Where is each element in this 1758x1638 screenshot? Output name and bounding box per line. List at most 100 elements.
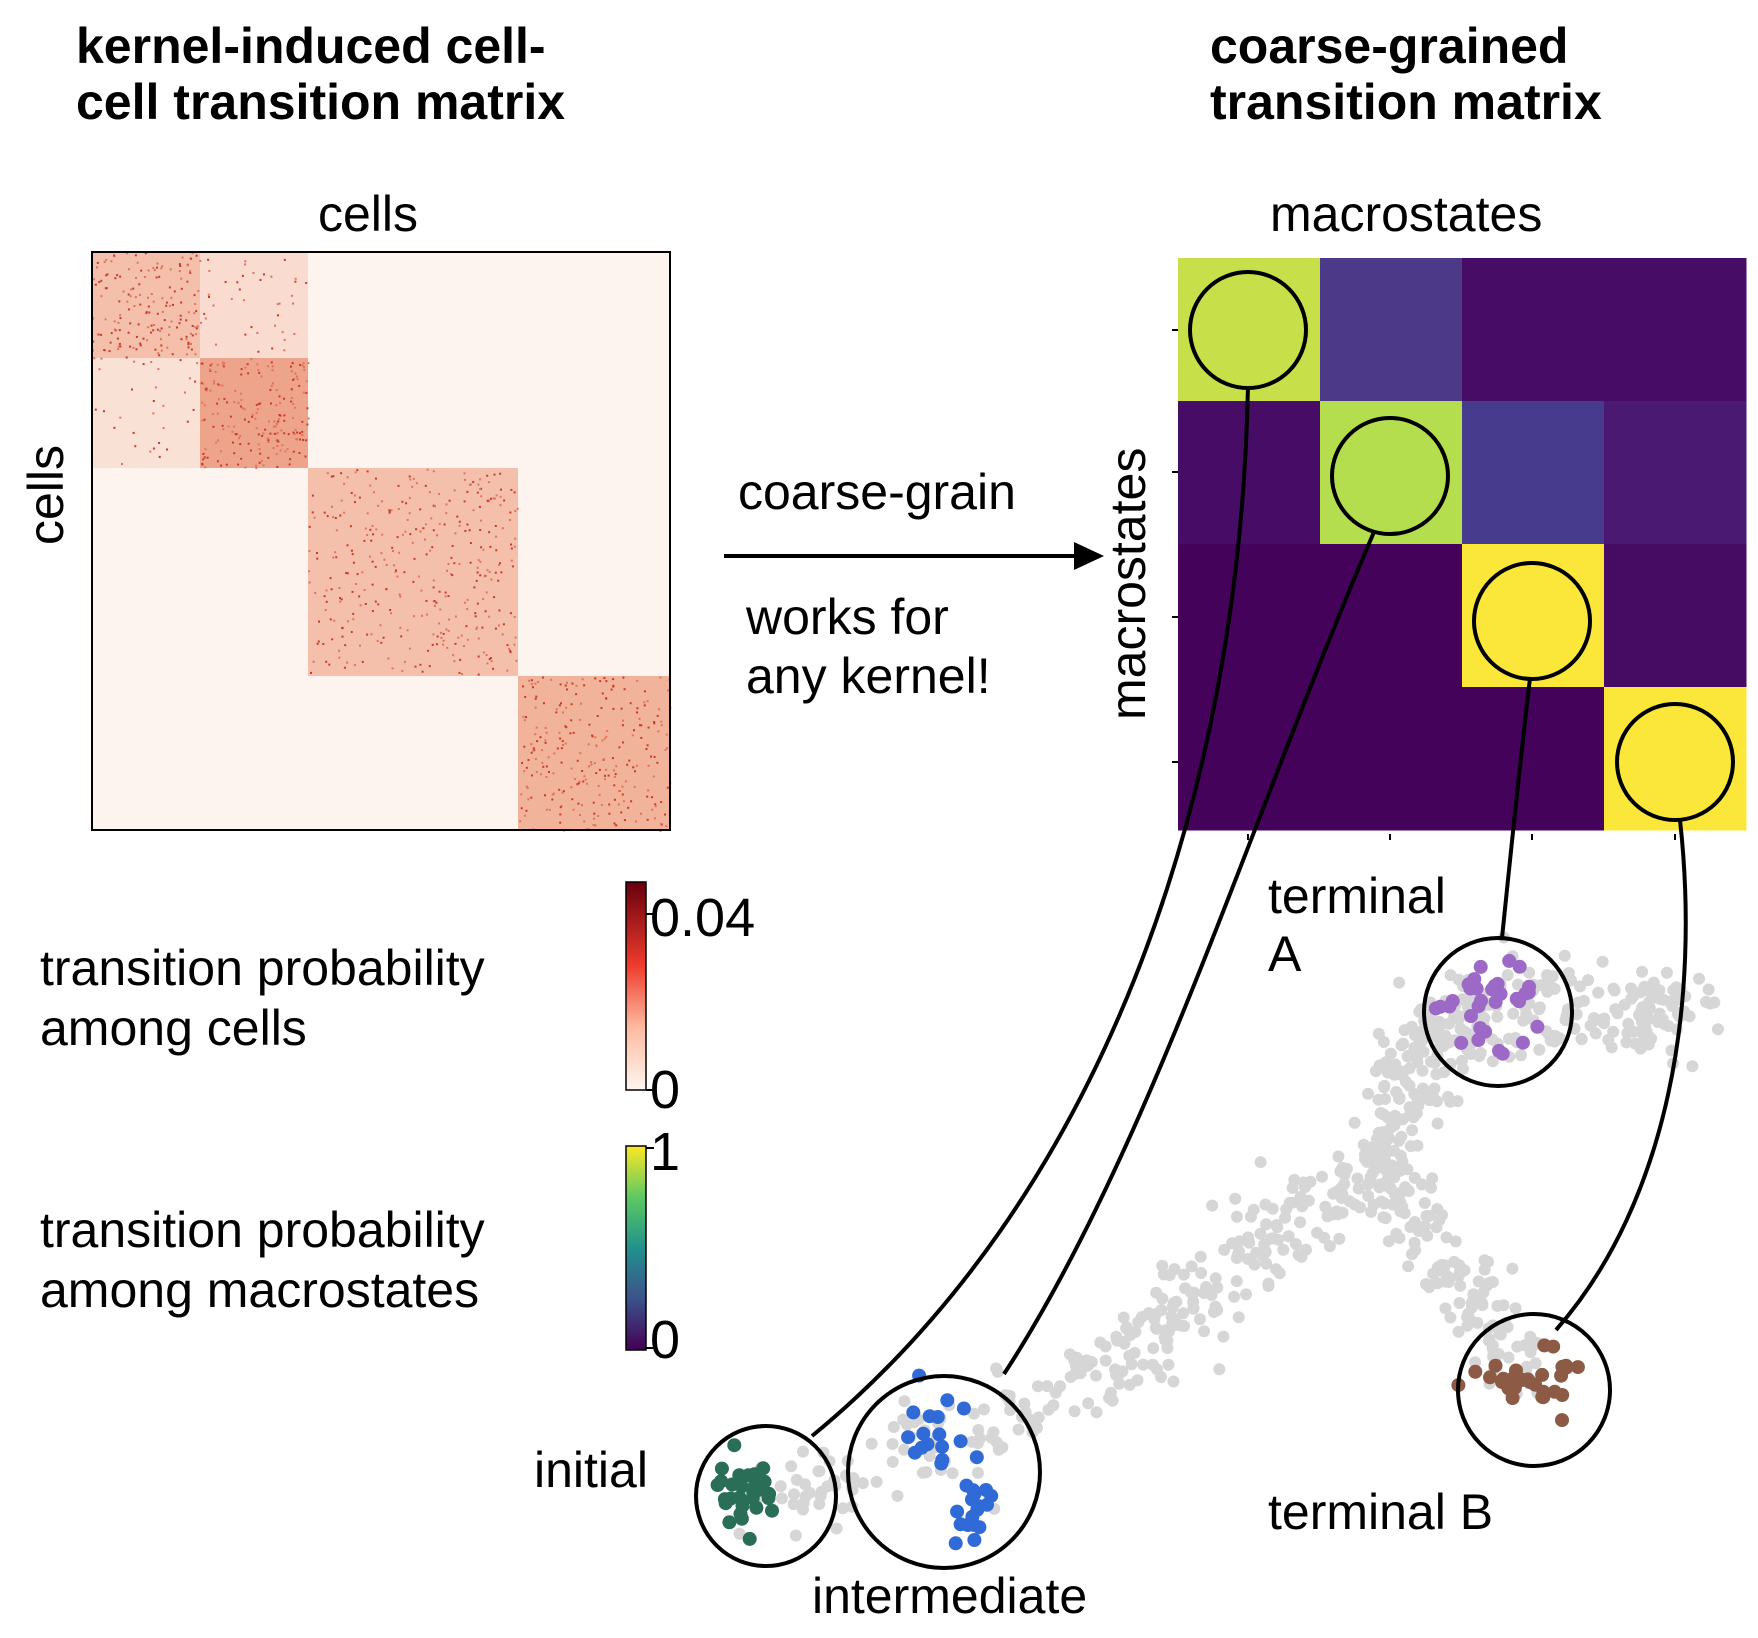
cell-matrix-speckle (339, 514, 342, 517)
cell-matrix-speckle (564, 684, 567, 687)
cell-matrix-speckle (419, 530, 422, 533)
cell-matrix-speckle (307, 362, 310, 365)
embedding-cell-point (1712, 1023, 1724, 1036)
cell-matrix-speckle (170, 320, 173, 323)
embedding-cell-point (1063, 1348, 1076, 1361)
cell-matrix-speckle (605, 735, 608, 738)
cell-matrix-speckle (104, 318, 107, 321)
cell-matrix-speckle (209, 364, 212, 367)
cell-matrix-speckle (499, 504, 502, 507)
cell-matrix-speckle (425, 599, 428, 602)
cell-matrix-speckle (475, 579, 478, 582)
cell-matrix-speckle (313, 516, 316, 519)
embedding-cell-point (1574, 980, 1587, 993)
cell-matrix-speckle (436, 643, 438, 646)
cell-matrix-speckle (370, 539, 373, 542)
embedding-cell-point (1365, 1141, 1378, 1154)
cell-matrix-speckle (165, 301, 168, 304)
embedding-cell-point (1362, 1178, 1374, 1191)
cell-matrix-speckle (338, 587, 341, 589)
cell-matrix-speckle (509, 511, 512, 514)
embedding-cell-point (1700, 995, 1712, 1008)
cell-matrix-speckle (290, 396, 293, 399)
macro-colorbar-max: 1 (650, 1122, 681, 1182)
cell-matrix-speckle (239, 392, 242, 395)
cell-matrix-speckle (492, 497, 495, 500)
cell-matrix-speckle (222, 364, 225, 367)
cell-matrix-speckle (219, 450, 222, 453)
embedding-cell-point (1150, 1363, 1163, 1376)
embedding-cell-point (1515, 1049, 1527, 1062)
cell-matrix-speckle (346, 572, 349, 575)
cell-matrix-speckle (272, 425, 275, 428)
cell-matrix-speckle (659, 676, 662, 679)
cell-matrix-speckle (581, 770, 584, 772)
embedding-cell-point (920, 1466, 933, 1479)
cell-matrix-speckle (558, 731, 561, 734)
cell-matrix-speckle (596, 715, 599, 717)
embedding-cell-point (1135, 1311, 1148, 1324)
cell-matrix-speckle (559, 806, 562, 809)
cell-matrix-speckle (530, 743, 533, 746)
embedding-cell-point (1449, 1235, 1462, 1248)
cell-matrix-speckle (358, 496, 361, 499)
cell-matrix-speckle (305, 380, 308, 383)
cell-matrix-speckle (98, 281, 101, 283)
cell-matrix-speckle (266, 437, 269, 440)
cell-colorbar-max: 0.04 (650, 888, 756, 948)
cell-matrix-speckle (486, 474, 489, 477)
cell-matrix-speckle (261, 434, 264, 437)
cell-matrix-speckle (150, 293, 153, 295)
cell-matrix-speckle (203, 312, 206, 315)
embedding-cell-point (1230, 1210, 1243, 1223)
embedding-cell-point (870, 1475, 883, 1488)
cell-matrix-speckle (485, 591, 488, 594)
cell-matrix-speckle (535, 695, 538, 698)
cell-matrix-speckle (499, 495, 502, 498)
cell-matrix-speckle (217, 439, 220, 442)
embedding-cell-point (1267, 1232, 1280, 1245)
cell-matrix-speckle (276, 465, 279, 468)
terminal-b-cell-point (1535, 1367, 1550, 1382)
intermediate-cell-point (960, 1518, 975, 1532)
terminal-b-cell-point (1488, 1358, 1503, 1373)
cell-matrix-top-axis-label: cells (318, 186, 419, 242)
cell-matrix-speckle (354, 501, 356, 504)
cell-matrix-speckle (288, 463, 291, 466)
cell-matrix-speckle (222, 428, 225, 431)
cell-matrix-speckle (617, 803, 620, 806)
cell-matrix-speckle (458, 671, 461, 674)
embedding-cell-point (886, 1438, 899, 1450)
embedding-cell-point (1262, 1277, 1275, 1290)
cell-matrix-speckle (459, 658, 462, 661)
cell-matrix-speckle (274, 324, 276, 327)
cell-matrix-speckle (346, 661, 349, 664)
intermediate-cell-point (967, 1533, 982, 1547)
cell-matrix-speckle (176, 326, 178, 329)
cell-matrix-speckle (629, 702, 632, 705)
embedding-cell-point (1393, 1134, 1405, 1147)
initial-cell-point (761, 1491, 776, 1506)
cell-matrix-speckle (185, 338, 188, 341)
embedding-cell-point (1213, 1363, 1226, 1376)
intermediate-cell-point (972, 1520, 987, 1535)
embedding-cell-point (1396, 1155, 1409, 1168)
cell-matrix-speckle (513, 491, 516, 494)
initial-cell-point (765, 1503, 779, 1518)
cell-matrix-speckle (601, 692, 604, 695)
cell-matrix-speckle (397, 508, 400, 510)
cell-matrix-speckle (352, 612, 355, 615)
cell-matrix-speckle (431, 546, 434, 549)
cell-matrix-speckle (519, 820, 522, 823)
embedding-cell-point (1375, 1195, 1388, 1208)
embedding-point-cloud (733, 931, 1724, 1542)
cell-matrix-speckle (542, 765, 545, 768)
embedding-cell-point (1430, 1068, 1443, 1081)
cell-matrix-speckle (636, 711, 638, 714)
diag-circle-intermediate (1330, 416, 1450, 536)
cell-matrix-speckle (370, 633, 373, 636)
cell-matrix-speckle (364, 603, 367, 605)
embedding-cell-point (1428, 1082, 1441, 1095)
cell-matrix-speckle (353, 494, 356, 497)
cell-matrix-speckle (255, 403, 258, 406)
